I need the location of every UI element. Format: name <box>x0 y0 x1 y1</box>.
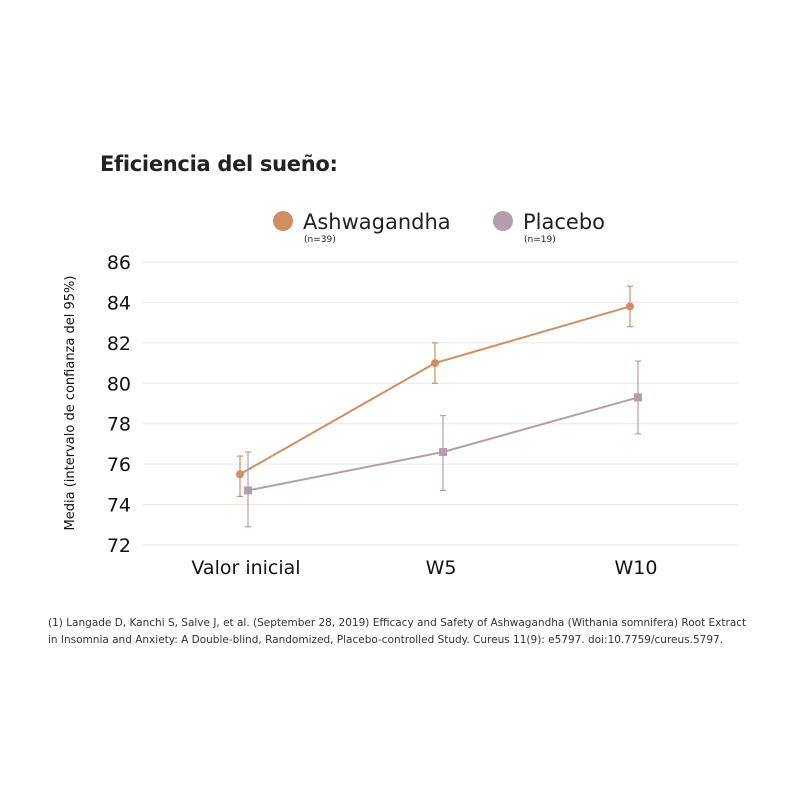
series-line <box>239 305 631 476</box>
legend-label: Ashwagandha <box>303 210 451 234</box>
legend-label: Placebo <box>523 210 605 234</box>
data-point <box>439 448 447 457</box>
series-placebo <box>244 360 642 528</box>
series-ashwagandha <box>236 285 634 498</box>
y-tick-label: 80 <box>107 373 131 395</box>
data-point <box>626 302 634 311</box>
legend-swatch <box>493 211 513 231</box>
legend-sample-size: (n=19) <box>524 235 556 245</box>
gridlines <box>143 261 738 546</box>
y-tick-label: 82 <box>107 333 131 355</box>
legend-sample-size: (n=39) <box>304 235 336 245</box>
y-tick-label: 86 <box>107 252 131 274</box>
y-tick-label: 76 <box>107 454 131 476</box>
series-layer <box>236 285 642 528</box>
data-point <box>236 470 244 479</box>
citation: (1) Langade D, Kanchi S, Salve J, et al.… <box>48 617 747 646</box>
legend-swatch <box>273 211 293 231</box>
legend-item-placebo: Placebo(n=19) <box>493 210 605 245</box>
x-axis-ticks: Valor inicial W5 W10 <box>191 557 657 579</box>
data-point <box>634 393 642 402</box>
x-tick-label: W5 <box>426 557 457 579</box>
x-tick-label: Valor inicial <box>191 557 300 579</box>
page-title: Eficiencia del sueño: <box>100 152 338 176</box>
data-point <box>244 486 252 495</box>
x-tick-label: W10 <box>615 557 658 579</box>
y-axis-ticks: 72 74 76 78 80 82 84 86 <box>107 252 131 557</box>
y-tick-label: 84 <box>107 292 131 314</box>
data-point <box>431 359 439 368</box>
legend-item-ashwagandha: Ashwagandha(n=39) <box>273 210 451 245</box>
y-tick-label: 78 <box>107 414 131 436</box>
y-tick-label: 74 <box>107 495 131 517</box>
y-axis-title: Media (intervalo de confianza del 95%) <box>63 276 78 531</box>
legend: Ashwagandha(n=39) Placebo(n=19) <box>273 210 605 245</box>
y-tick-label: 72 <box>107 535 131 557</box>
